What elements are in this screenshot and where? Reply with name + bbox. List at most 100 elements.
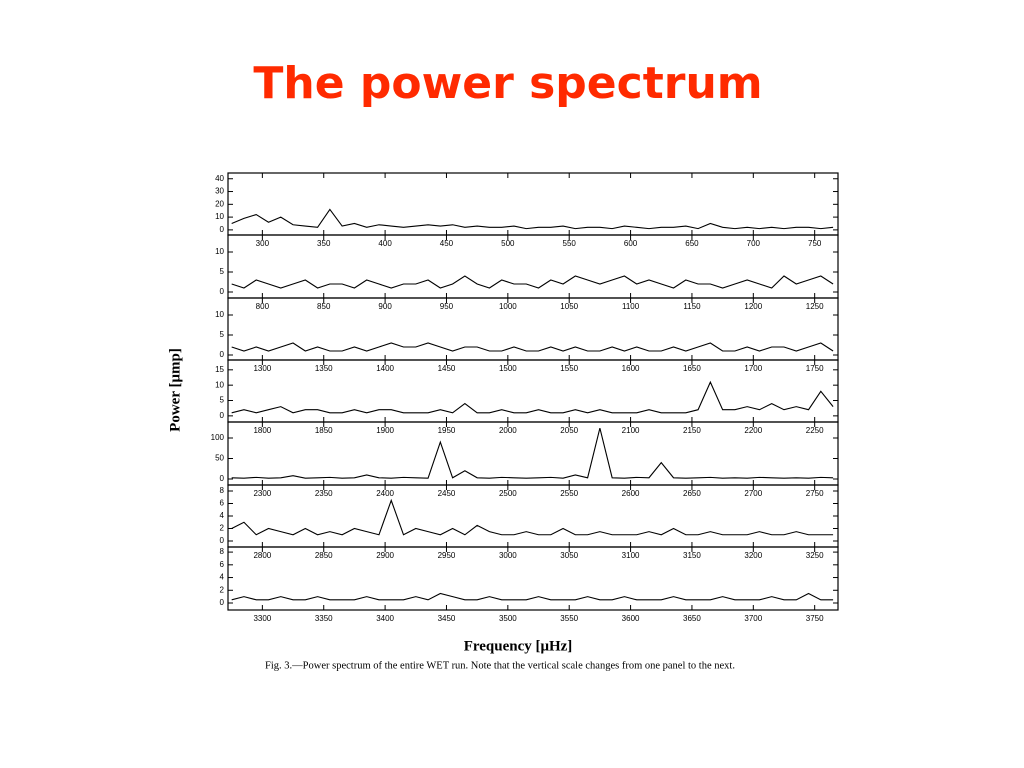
x-tick-label: 1600	[622, 364, 640, 373]
y-tick-label: 10	[215, 212, 224, 221]
y-tick-label: 2	[220, 585, 225, 594]
x-tick-label: 400	[378, 239, 392, 248]
x-tick-label: 1500	[499, 364, 517, 373]
x-tick-label: 2000	[499, 426, 517, 435]
x-tick-label: 1850	[315, 426, 333, 435]
x-tick-label: 3250	[806, 551, 824, 560]
x-tick-label: 2450	[438, 489, 456, 498]
x-tick-label: 800	[256, 302, 270, 311]
y-tick-label: 10	[215, 247, 224, 256]
x-tick-label: 2350	[315, 489, 333, 498]
x-tick-label: 2050	[560, 426, 578, 435]
x-tick-label: 1350	[315, 364, 333, 373]
y-tick-label: 0	[220, 474, 225, 483]
spectrum-line	[231, 592, 834, 601]
x-tick-label: 1100	[622, 302, 640, 311]
x-tick-label: 2950	[438, 551, 456, 560]
x-tick-label: 3550	[560, 614, 578, 623]
x-tick-label: 3200	[744, 551, 762, 560]
x-axis-label: Frequency [μHz]	[464, 638, 573, 654]
x-tick-label: 1050	[560, 302, 578, 311]
spectrum-line	[231, 208, 834, 230]
x-tick-label: 1900	[376, 426, 394, 435]
y-tick-label: 8	[220, 547, 225, 556]
x-tick-label: 350	[317, 239, 331, 248]
x-tick-label: 3750	[806, 614, 824, 623]
x-tick-label: 2500	[499, 489, 517, 498]
x-tick-label: 3100	[622, 551, 640, 560]
x-tick-label: 1450	[438, 364, 456, 373]
y-tick-label: 30	[215, 187, 224, 196]
y-tick-label: 0	[220, 225, 225, 234]
y-tick-label: 20	[215, 199, 224, 208]
y-tick-label: 15	[215, 365, 224, 374]
panel-frame	[227, 172, 839, 236]
y-tick-label: 0	[220, 536, 225, 545]
x-tick-label: 1300	[253, 364, 271, 373]
x-tick-label: 1150	[683, 302, 701, 311]
x-tick-label: 750	[808, 239, 822, 248]
x-tick-label: 2900	[376, 551, 394, 560]
x-tick-label: 2250	[806, 426, 824, 435]
y-tick-label: 40	[215, 174, 224, 183]
x-tick-label: 3400	[376, 614, 394, 623]
x-tick-label: 3600	[622, 614, 640, 623]
x-tick-label: 2800	[253, 551, 271, 560]
spectrum-line	[231, 428, 834, 479]
x-tick-label: 500	[501, 239, 515, 248]
x-tick-label: 3650	[683, 614, 701, 623]
x-tick-label: 3150	[683, 551, 701, 560]
y-tick-label: 5	[220, 396, 225, 405]
y-tick-label: 0	[220, 411, 225, 420]
x-tick-label: 950	[440, 302, 454, 311]
y-tick-label: 8	[220, 486, 225, 495]
x-tick-label: 2600	[622, 489, 640, 498]
x-tick-label: 1000	[499, 302, 517, 311]
x-tick-label: 3050	[560, 551, 578, 560]
y-tick-label: 0	[220, 350, 225, 359]
y-tick-label: 5	[220, 267, 225, 276]
y-tick-label: 10	[215, 310, 224, 319]
x-tick-label: 2650	[683, 489, 701, 498]
spectrum-line	[231, 380, 834, 414]
x-tick-label: 700	[747, 239, 761, 248]
x-tick-label: 2150	[683, 426, 701, 435]
y-tick-label: 0	[220, 598, 225, 607]
x-tick-label: 2700	[744, 489, 762, 498]
y-tick-label: 4	[220, 511, 225, 520]
y-tick-label: 10	[215, 380, 224, 389]
x-tick-label: 650	[685, 239, 699, 248]
x-tick-label: 2550	[560, 489, 578, 498]
panel-frame	[227, 546, 839, 611]
x-tick-label: 1800	[253, 426, 271, 435]
figure-caption: Fig. 3.—Power spectrum of the entire WET…	[265, 660, 735, 671]
x-tick-label: 1750	[806, 364, 824, 373]
y-tick-label: 6	[220, 560, 225, 569]
x-tick-label: 1950	[438, 426, 456, 435]
x-tick-label: 1700	[744, 364, 762, 373]
x-tick-label: 300	[256, 239, 270, 248]
x-tick-label: 2850	[315, 551, 333, 560]
spectrum-line	[231, 498, 834, 536]
y-tick-label: 0	[220, 287, 225, 296]
y-tick-label: 2	[220, 524, 225, 533]
x-tick-label: 2400	[376, 489, 394, 498]
x-tick-label: 3350	[315, 614, 333, 623]
x-tick-label: 3300	[253, 614, 271, 623]
x-tick-label: 1550	[560, 364, 578, 373]
x-tick-label: 550	[563, 239, 577, 248]
y-tick-label: 100	[211, 433, 225, 442]
x-tick-label: 3450	[438, 614, 456, 623]
x-tick-label: 3700	[744, 614, 762, 623]
slide-title: The power spectrum	[253, 58, 762, 109]
y-tick-label: 4	[220, 573, 225, 582]
x-tick-label: 850	[317, 302, 331, 311]
x-tick-label: 1400	[376, 364, 394, 373]
x-tick-label: 450	[440, 239, 454, 248]
x-tick-label: 2200	[744, 426, 762, 435]
x-tick-label: 1250	[806, 302, 824, 311]
spectrum-line	[231, 342, 834, 352]
x-tick-label: 1650	[683, 364, 701, 373]
